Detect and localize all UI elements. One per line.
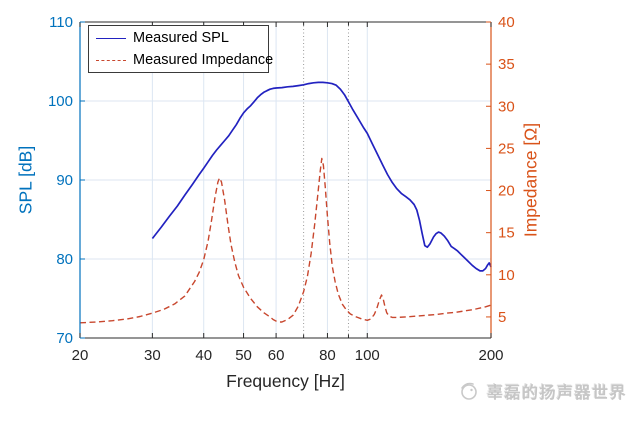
y-right-tick-label: 30 bbox=[498, 98, 515, 115]
y-left-tick-label: 100 bbox=[48, 93, 73, 110]
legend-item-impedance: Measured Impedance bbox=[96, 51, 273, 70]
watermark: 辜磊的扬声器世界 bbox=[458, 379, 627, 403]
y-left-tick-label: 70 bbox=[56, 330, 73, 347]
x-tick-label: 30 bbox=[144, 347, 161, 364]
y-left-tick-label: 110 bbox=[49, 14, 73, 31]
y-right-tick-label: 15 bbox=[498, 225, 515, 242]
y-right-tick-label: 20 bbox=[498, 183, 515, 200]
y-right-tick-label: 10 bbox=[498, 267, 515, 284]
y-axis-right-label: Impedance [Ω] bbox=[520, 122, 541, 238]
y-left-tick-label: 80 bbox=[56, 251, 73, 268]
x-tick-label: 60 bbox=[268, 347, 285, 364]
x-tick-label: 80 bbox=[319, 347, 336, 364]
x-axis-label: Frequency [Hz] bbox=[226, 371, 345, 391]
y-right-tick-label: 40 bbox=[498, 14, 515, 31]
x-tick-label: 20 bbox=[72, 347, 89, 364]
x-tick-label: 100 bbox=[355, 347, 380, 364]
y-right-tick-label: 35 bbox=[498, 56, 515, 73]
y-axis-left-label: SPL [dB] bbox=[15, 145, 36, 215]
legend-label-spl: Measured SPL bbox=[133, 30, 229, 46]
watermark-logo-icon bbox=[461, 382, 477, 400]
series-impedance bbox=[79, 157, 492, 324]
watermark-text: 辜磊的扬声器世界 bbox=[486, 385, 627, 402]
y-left-tick-label: 90 bbox=[56, 172, 73, 189]
x-tick-label: 200 bbox=[478, 347, 503, 364]
legend-label-impedance: Measured Impedance bbox=[133, 52, 274, 68]
legend-item-spl: Measured SPL bbox=[96, 29, 268, 48]
x-tick-label: 40 bbox=[195, 347, 212, 364]
y-right-tick-label: 5 bbox=[498, 309, 506, 326]
y-right-tick-label: 25 bbox=[498, 140, 515, 157]
x-tick-label: 50 bbox=[235, 347, 252, 364]
spl-line-sample bbox=[96, 37, 126, 39]
impedance-line-sample bbox=[96, 59, 126, 61]
series-spl bbox=[151, 81, 492, 272]
legend: Measured SPL Measured Impedance bbox=[88, 25, 273, 73]
